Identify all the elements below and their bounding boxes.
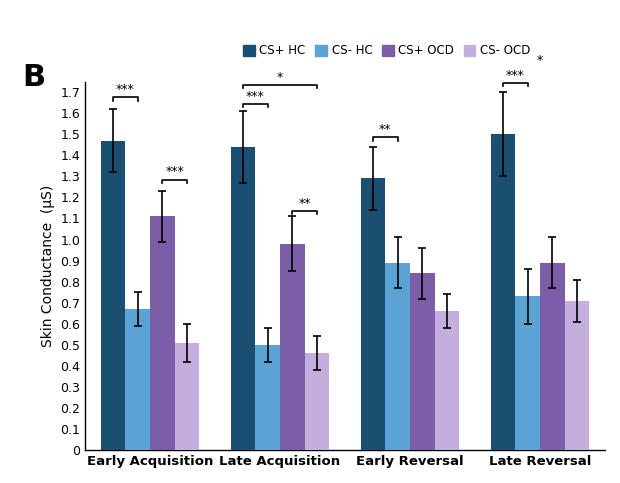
Text: *: * (277, 71, 283, 84)
Bar (280, 244, 305, 450)
Bar (435, 311, 459, 450)
Bar (515, 297, 540, 450)
Text: ***: *** (506, 69, 525, 82)
Y-axis label: Skin Conductance  (μS): Skin Conductance (μS) (41, 185, 55, 347)
Bar (361, 179, 385, 450)
Bar (231, 147, 255, 450)
Bar (565, 300, 590, 450)
Bar (385, 263, 410, 450)
Text: ***: *** (246, 90, 265, 103)
Bar (490, 134, 515, 450)
Text: ***: *** (116, 84, 135, 96)
Text: **: ** (298, 197, 311, 210)
Bar (150, 216, 175, 450)
Text: B: B (23, 63, 46, 92)
Text: ***: *** (166, 166, 184, 179)
Bar (100, 141, 125, 450)
Legend: CS+ HC, CS- HC, CS+ OCD, CS- OCD: CS+ HC, CS- HC, CS+ OCD, CS- OCD (238, 40, 535, 62)
Bar (540, 263, 565, 450)
Bar (410, 273, 435, 450)
Text: *: * (537, 54, 543, 67)
Bar (125, 309, 150, 450)
Bar (305, 353, 329, 450)
Text: **: ** (379, 123, 392, 136)
Bar (175, 343, 200, 450)
Bar (255, 345, 280, 450)
